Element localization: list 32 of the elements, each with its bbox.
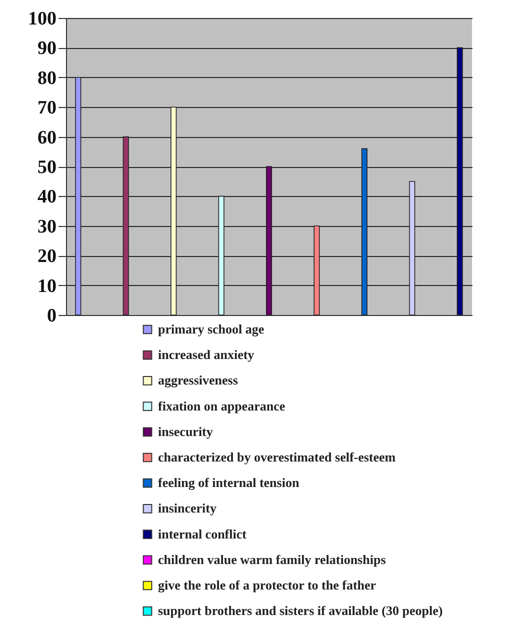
bar bbox=[361, 148, 368, 316]
y-tick-label: 60 bbox=[38, 127, 56, 148]
legend-label: internal conflict bbox=[158, 526, 248, 542]
y-tick-label: 10 bbox=[38, 276, 56, 297]
legend-label: aggressiveness bbox=[158, 372, 238, 388]
bar bbox=[218, 196, 224, 316]
legend-label: fixation on appearance bbox=[158, 398, 286, 414]
legend-label: primary school age bbox=[158, 322, 264, 336]
bar bbox=[266, 166, 272, 316]
legend-label: give the role of a protector to the father bbox=[158, 578, 376, 592]
y-tick-label: 80 bbox=[38, 68, 56, 89]
bar bbox=[456, 47, 463, 316]
bar bbox=[75, 77, 82, 316]
bar bbox=[409, 180, 416, 316]
y-tick-label: 20 bbox=[38, 246, 56, 268]
legend-label: children value warm family relationships bbox=[158, 552, 386, 567]
legend-label: insincerity bbox=[158, 500, 217, 516]
legend-label: support brothers and sisters if available (30 people) bbox=[158, 603, 443, 618]
legend-label: characterized by overestimated self-esteem bbox=[158, 450, 396, 464]
y-tick-label: 50 bbox=[38, 157, 56, 178]
y-tick-label: 40 bbox=[38, 186, 56, 208]
legend-label: increased anxiety bbox=[158, 347, 255, 362]
legend-label: feeling of internal tension bbox=[158, 475, 300, 490]
y-tick-label: 70 bbox=[38, 98, 56, 119]
bar bbox=[122, 136, 129, 316]
bar bbox=[314, 226, 320, 316]
bar bbox=[170, 106, 177, 316]
legend-label: insecurity bbox=[158, 424, 214, 439]
y-tick-label: 0 bbox=[47, 306, 56, 326]
y-tick-label: 90 bbox=[38, 38, 56, 60]
y-tick-label: 100 bbox=[28, 8, 56, 30]
y-tick-label: 30 bbox=[38, 216, 56, 238]
